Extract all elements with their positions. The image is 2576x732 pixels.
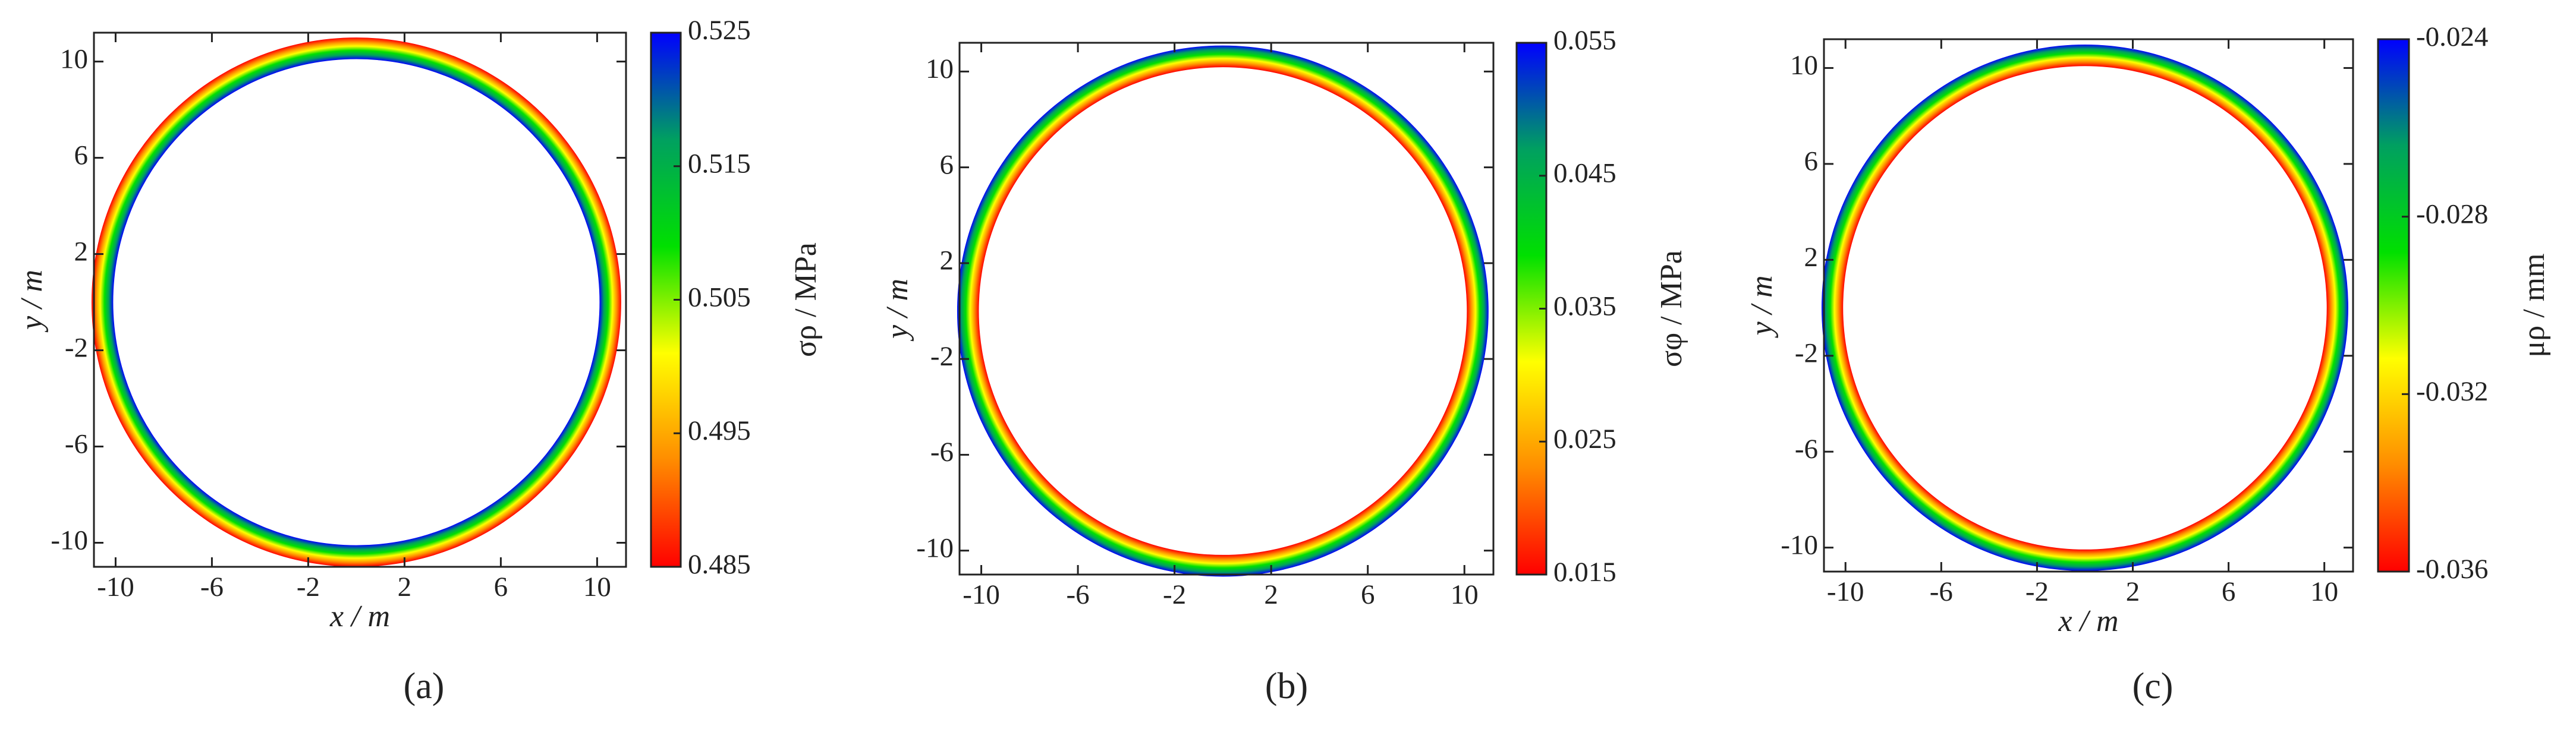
y-tick-label: 10 xyxy=(926,53,954,84)
colorbar-tick-label: 0.485 xyxy=(688,549,751,580)
x-tick-label: -6 xyxy=(1930,576,1953,607)
axes-box xyxy=(1823,38,2354,573)
x-tick-label: -6 xyxy=(200,572,224,602)
x-tick-label: -2 xyxy=(1163,579,1186,610)
y-tick-label: 2 xyxy=(1804,242,1819,273)
panel-label: (c) xyxy=(2132,666,2174,706)
y-axis-label: y / m xyxy=(15,270,49,333)
y-tick-label: -6 xyxy=(1795,434,1818,465)
y-tick-label: 6 xyxy=(940,149,954,180)
x-tick-label: -10 xyxy=(97,572,134,602)
x-axis-label: x / m xyxy=(329,600,390,633)
x-tick-label: -10 xyxy=(963,579,1000,610)
ring xyxy=(1821,45,2348,572)
colorbar-tick-label: 0.025 xyxy=(1553,424,1616,455)
y-tick-label: 2 xyxy=(940,245,954,276)
y-tick-label: -6 xyxy=(930,437,954,468)
x-tick-label: -2 xyxy=(2025,576,2049,607)
y-tick-label: -10 xyxy=(1781,529,1818,560)
axes-box xyxy=(93,31,627,568)
x-tick-label: 6 xyxy=(494,572,508,602)
y-tick-label: -10 xyxy=(916,532,954,563)
x-tick-label: 10 xyxy=(583,572,611,602)
colorbar xyxy=(2377,38,2410,573)
colorbar-tick-label: 0.495 xyxy=(688,415,751,446)
colorbar-tick-label: 0.035 xyxy=(1553,291,1616,321)
colorbar-tick-label: 0.055 xyxy=(1553,25,1616,56)
y-tick-label: 10 xyxy=(1790,50,1818,81)
colorbar-tick-label: -0.024 xyxy=(2416,21,2488,52)
colorbar-tick-label: -0.028 xyxy=(2416,198,2488,229)
colorbar-tick-label: 0.015 xyxy=(1553,557,1616,588)
y-axis-label: y / m xyxy=(880,279,914,342)
x-tick-label: 6 xyxy=(1361,579,1375,610)
x-tick-label: -6 xyxy=(1067,579,1090,610)
colorbar-tick-label: -0.032 xyxy=(2416,376,2488,407)
colorbar-tick-label: 0.505 xyxy=(688,282,751,313)
colorbar-tick-label: 0.045 xyxy=(1553,158,1616,189)
y-tick-label: 6 xyxy=(74,140,89,171)
colorbar xyxy=(1515,42,1548,576)
x-tick-label: 2 xyxy=(2126,576,2140,607)
y-axis-label: y / m xyxy=(1745,275,1779,338)
x-tick-label: 10 xyxy=(1451,579,1479,610)
x-tick-label: 2 xyxy=(398,572,412,602)
x-tick-label: 10 xyxy=(2310,576,2338,607)
y-tick-label: -10 xyxy=(51,525,88,556)
x-tick-label: 6 xyxy=(2222,576,2236,607)
y-tick-label: 10 xyxy=(60,43,88,74)
x-axis-label: x / m xyxy=(2058,604,2118,638)
colorbar-tick-label: 0.515 xyxy=(688,149,751,179)
axes-box xyxy=(958,42,1495,576)
colorbar-label: μρ / mm xyxy=(2517,253,2551,357)
ring xyxy=(91,37,621,567)
colorbar-tick-label: -0.036 xyxy=(2416,554,2488,585)
y-tick-label: -2 xyxy=(1795,338,1818,369)
y-tick-label: -6 xyxy=(65,428,88,459)
y-tick-label: -2 xyxy=(65,332,88,363)
x-tick-label: -2 xyxy=(297,572,320,602)
y-tick-label: -2 xyxy=(930,341,954,372)
x-tick-label: -10 xyxy=(1827,576,1864,607)
colorbar-label: σφ / MPa xyxy=(1655,250,1688,367)
y-tick-label: 6 xyxy=(1804,146,1819,177)
panel-label: (b) xyxy=(1265,666,1308,706)
ring xyxy=(957,45,1489,577)
x-tick-label: 2 xyxy=(1264,579,1278,610)
colorbar-label: σρ / MPa xyxy=(789,242,823,357)
panel-label: (a) xyxy=(404,666,445,706)
y-tick-label: 2 xyxy=(74,236,89,267)
colorbar-tick-label: 0.525 xyxy=(688,15,751,46)
